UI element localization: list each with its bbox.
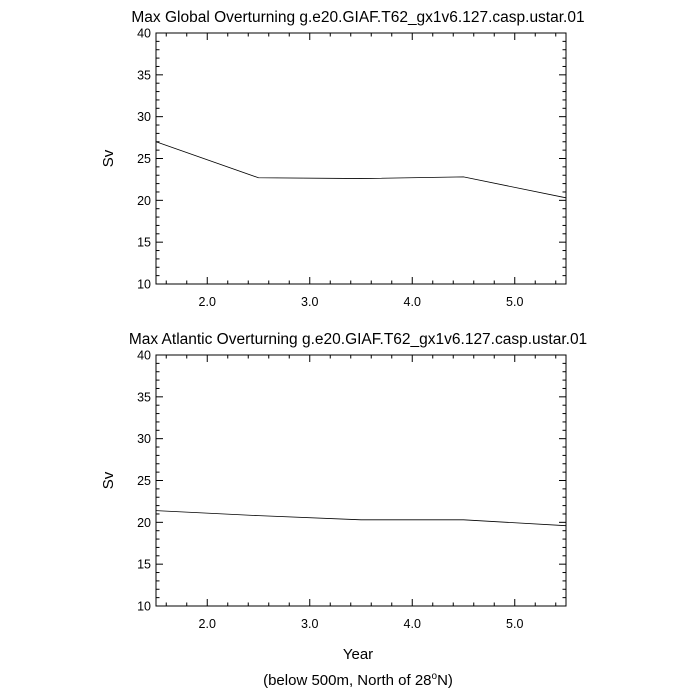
atlantic-y-axis-label: Sv [100,471,117,489]
global-plot-frame [155,32,567,285]
atlantic-x-tick-label: 3.0 [301,617,318,631]
atlantic-panel-title: Max Atlantic Overturning g.e20.GIAF.T62_… [129,331,587,348]
global-overturning-panel: Max Global Overturning g.e20.GIAF.T62_gx… [100,9,585,309]
atlantic-overturning-panel: Max Atlantic Overturning g.e20.GIAF.T62_… [100,331,587,663]
global-panel-title: Max Global Overturning g.e20.GIAF.T62_gx… [131,9,584,26]
atlantic-y-tick-label: 20 [137,516,151,530]
atlantic-y-tick-label: 10 [137,600,151,614]
atlantic-y-tick-label: 35 [137,390,151,404]
global-y-ticks: 10 15 20 25 30 35 40 [137,27,566,292]
global-y-tick-label: 35 [137,68,151,82]
atlantic-y-tick-label: 25 [137,474,151,488]
footnote: (below 500m, North of 28oN) [263,671,453,689]
global-y-tick-label: 40 [137,27,151,41]
global-y-tick-label: 20 [137,194,151,208]
footnote-degree-superscript: o [432,671,438,682]
atlantic-x-ticks: 2.0 3.0 4.0 5.0 [165,355,557,631]
footnote-suffix: N) [437,672,453,689]
global-y-tick-label: 30 [137,110,151,124]
global-y-tick-label: 10 [137,278,151,292]
atlantic-series-group [155,510,567,527]
atlantic-x-tick-label: 4.0 [404,617,421,631]
atlantic-y-tick-label: 40 [137,349,151,363]
global-y-tick-label: 15 [137,236,151,250]
global-x-tick-label: 2.0 [199,295,216,309]
atlantic-plot-frame [155,354,567,607]
global-series-group [155,141,567,199]
global-y-axis-label: Sv [100,149,117,167]
global-y-tick-label: 25 [137,152,151,166]
global-x-tick-label: 4.0 [404,295,421,309]
atlantic-x-tick-label: 2.0 [199,617,216,631]
footnote-prefix: (below 500m, North of 28 [263,672,431,689]
atlantic-x-tick-label: 5.0 [506,617,523,631]
atlantic-y-tick-label: 30 [137,432,151,446]
atlantic-y-tick-label: 15 [137,558,151,572]
global-overturning-line [155,141,567,199]
atlantic-y-ticks: 10 15 20 25 30 35 40 [137,349,566,614]
atlantic-x-axis-label: Year [343,646,373,663]
global-x-tick-label: 5.0 [506,295,523,309]
global-x-ticks: 2.0 3.0 4.0 5.0 [165,33,557,309]
atlantic-overturning-line [155,510,567,527]
global-x-tick-label: 3.0 [301,295,318,309]
